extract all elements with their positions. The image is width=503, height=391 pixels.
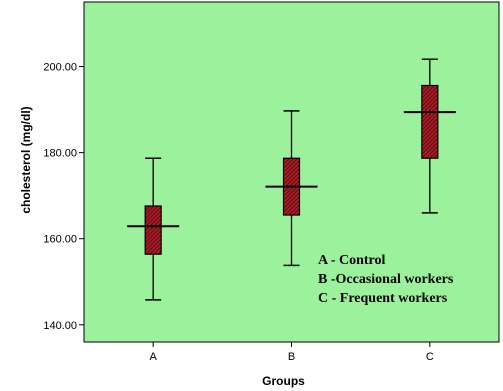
legend-entry: A - Control (318, 253, 386, 268)
box-B (265, 110, 318, 267)
y-axis-title: cholesterol (mg/dl) (19, 106, 33, 213)
y-tick-label: 140.00 (43, 320, 77, 332)
x-tick-label: C (426, 351, 434, 363)
box-A (127, 157, 180, 301)
x-axis: A B C (149, 342, 434, 363)
legend-entry: C - Frequent workers (318, 291, 448, 306)
iqr-box (144, 205, 162, 255)
y-axis: 140.00 160.00 180.00 200.00 (43, 62, 84, 332)
box-C (403, 58, 456, 214)
x-axis-title: Groups (262, 374, 305, 388)
x-tick-label: B (288, 351, 295, 363)
iqr-box (421, 84, 439, 159)
y-tick-label: 200.00 (43, 62, 77, 74)
legend: A - Control B -Occasional workers C - Freq… (318, 253, 454, 306)
x-tick-label: A (149, 351, 157, 363)
box-series (127, 58, 456, 301)
y-tick-label: 180.00 (43, 148, 77, 160)
legend-entry: B -Occasional workers (318, 272, 454, 287)
y-tick-label: 160.00 (43, 234, 77, 246)
